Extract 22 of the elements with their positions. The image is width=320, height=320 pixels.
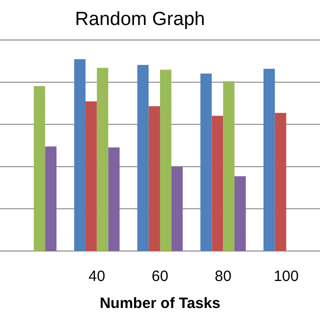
bar: [96, 68, 108, 251]
bar: [137, 64, 149, 251]
x-tick-label: 100: [274, 268, 299, 285]
bar: [108, 147, 120, 251]
bar: [171, 166, 183, 251]
bar: [86, 101, 97, 251]
bar: [212, 116, 224, 251]
bar: [148, 106, 160, 251]
bar: [264, 68, 275, 251]
x-axis-title: Number of Tasks: [100, 295, 220, 312]
bar: [200, 74, 212, 251]
chart-title: Random Graph: [75, 9, 205, 30]
x-tick-label: 40: [88, 268, 106, 285]
bar: [274, 112, 286, 251]
bar: [74, 59, 86, 251]
x-tick-label: 80: [214, 268, 232, 285]
bar: [234, 176, 246, 251]
bar: [160, 70, 172, 251]
bar: [34, 86, 46, 251]
bar: [223, 81, 234, 251]
bar: [45, 146, 56, 251]
x-tick-label: 60: [152, 268, 168, 285]
